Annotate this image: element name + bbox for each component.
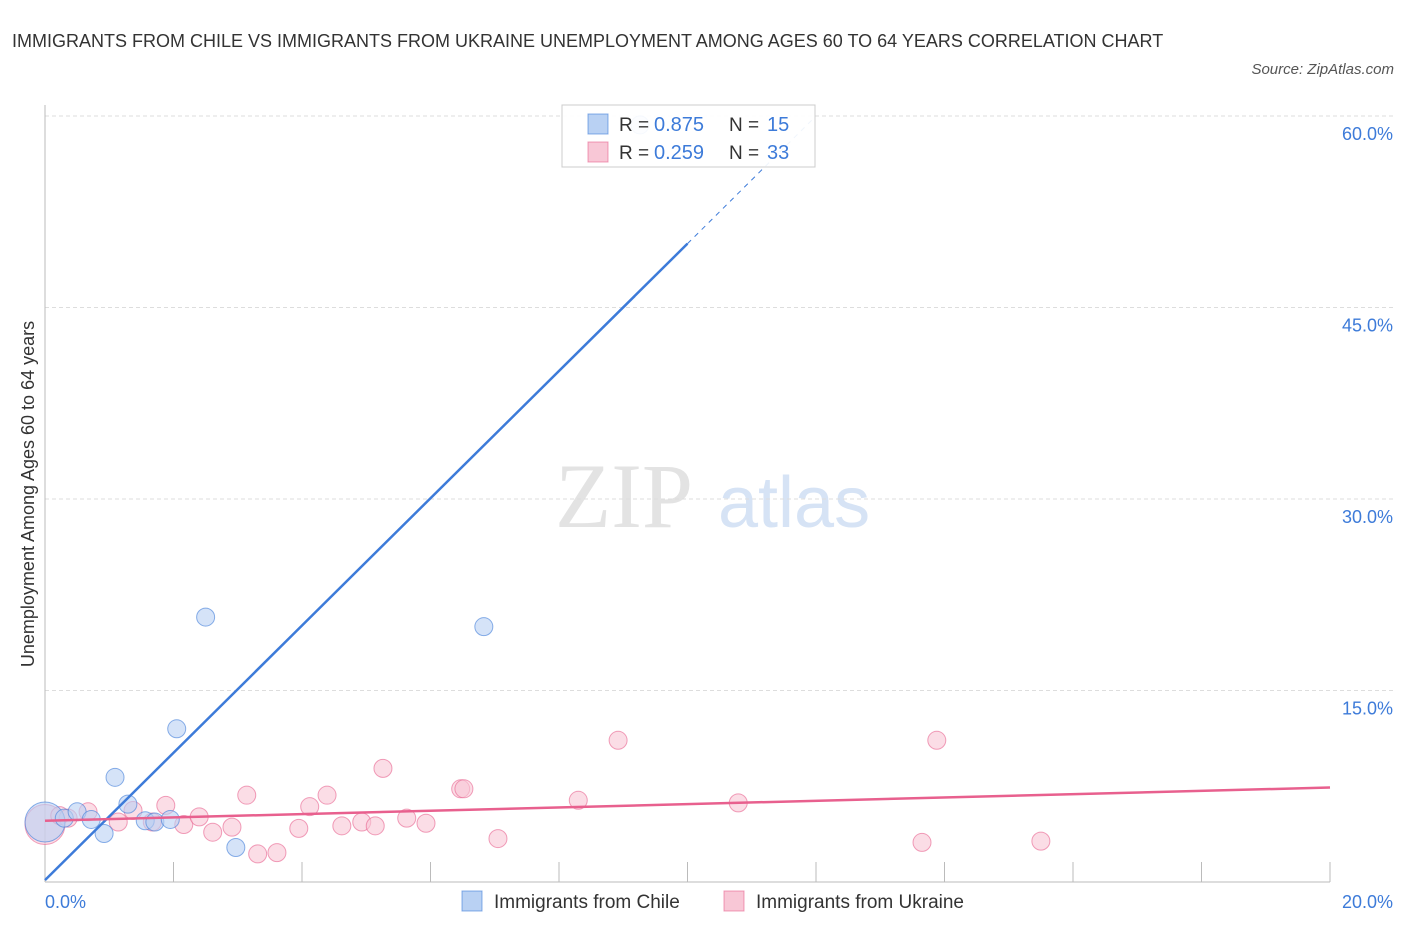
bottom-legend-label: Immigrants from Chile [494,892,680,913]
legend-swatch [587,141,609,163]
data-point [196,607,216,627]
y-tick-label: 60.0% [1342,124,1393,144]
data-point [365,816,385,836]
data-point [267,843,287,863]
data-point [912,832,932,852]
data-point [237,785,257,805]
data-point [167,719,187,739]
legend-swatch [587,113,609,135]
data-point [373,758,393,778]
legend-r-label: R = [619,143,649,164]
bottom-legend-swatch [461,890,483,912]
data-point [332,816,352,836]
data-point [222,817,242,837]
data-point [300,797,320,817]
data-point [105,767,125,787]
data-point [1031,831,1051,851]
data-point [160,809,180,829]
data-point [289,818,309,838]
data-point [416,813,436,833]
y-axis-label: Unemployment Among Ages 60 to 64 years [18,321,38,667]
watermark-atlas: atlas [718,463,870,543]
x-tick-label: 20.0% [1342,892,1393,912]
watermark-zip: ZIP [555,445,693,547]
legend-r-label: R = [619,115,649,136]
data-point [118,794,138,814]
x-tick-label: 0.0% [45,892,86,912]
data-point [568,790,588,810]
data-point [608,730,628,750]
legend-n-label: N = [729,115,759,136]
legend-r-value: 0.259 [654,142,704,164]
trend-line [44,242,689,881]
trend-line [44,786,1331,822]
data-point [397,808,417,828]
data-point [488,829,508,849]
legend-n-value: 33 [767,142,789,164]
y-tick-label: 15.0% [1342,699,1393,719]
data-point [94,823,114,843]
data-point [474,617,494,637]
data-point [226,838,246,858]
data-point [203,822,223,842]
data-point [248,844,268,864]
legend-n-label: N = [729,143,759,164]
data-point [927,730,947,750]
legend-r-value: 0.875 [654,114,704,136]
y-tick-label: 30.0% [1342,507,1393,527]
data-point [317,785,337,805]
source-label: Source: ZipAtlas.com [1251,61,1394,78]
legend-n-value: 15 [767,114,789,136]
chart-title: IMMIGRANTS FROM CHILE VS IMMIGRANTS FROM… [12,31,1164,51]
bottom-legend-swatch [723,890,745,912]
data-point [454,779,474,799]
y-tick-label: 45.0% [1342,316,1393,336]
bottom-legend-label: Immigrants from Ukraine [756,892,964,913]
